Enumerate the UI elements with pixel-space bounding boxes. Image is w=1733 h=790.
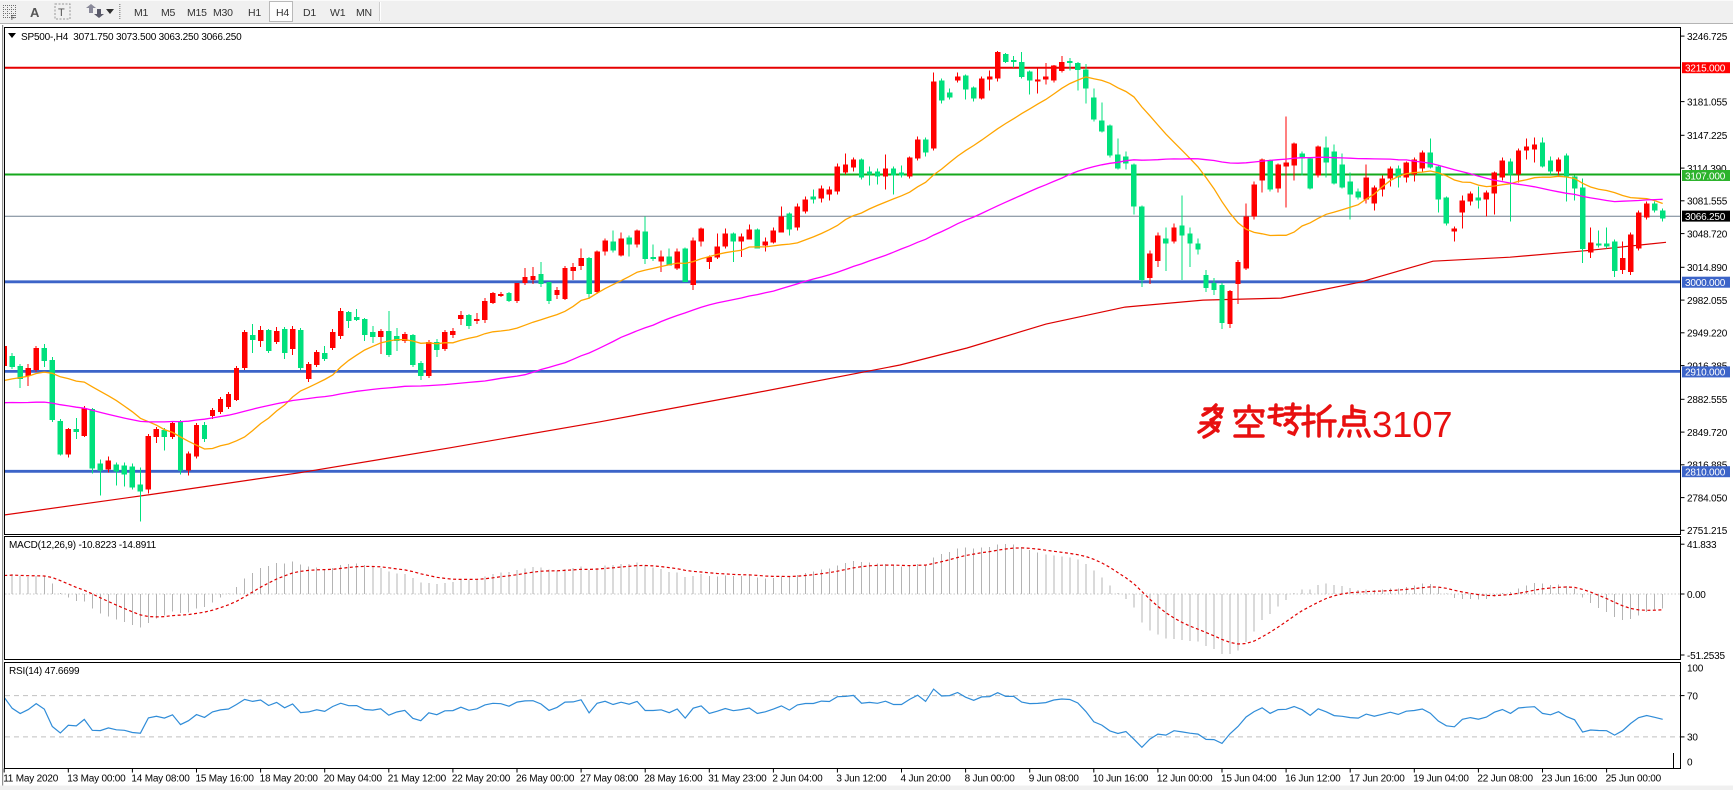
svg-text:4 Jun 20:00: 4 Jun 20:00 bbox=[901, 774, 952, 785]
svg-text:12 Jun 00:00: 12 Jun 00:00 bbox=[1157, 774, 1213, 785]
svg-text:2949.220: 2949.220 bbox=[1687, 329, 1728, 340]
svg-text:17 Jun 20:00: 17 Jun 20:00 bbox=[1349, 774, 1405, 785]
svg-text:26 May 00:00: 26 May 00:00 bbox=[516, 774, 575, 785]
svg-text:3181.055: 3181.055 bbox=[1687, 97, 1728, 108]
svg-text:16 Jun 12:00: 16 Jun 12:00 bbox=[1285, 774, 1341, 785]
svg-text:M15: M15 bbox=[187, 7, 207, 19]
svg-text:22 May 20:00: 22 May 20:00 bbox=[452, 774, 511, 785]
svg-text:H1: H1 bbox=[248, 7, 261, 19]
svg-text:W1: W1 bbox=[330, 7, 346, 19]
svg-text:2816.885: 2816.885 bbox=[1687, 461, 1728, 472]
svg-text:0.00: 0.00 bbox=[1687, 590, 1706, 601]
svg-text:-51.2535: -51.2535 bbox=[1687, 651, 1726, 662]
svg-text:2751.215: 2751.215 bbox=[1687, 526, 1728, 537]
svg-text:3215.000: 3215.000 bbox=[1685, 64, 1726, 75]
svg-text:31 May 23:00: 31 May 23:00 bbox=[708, 774, 767, 785]
svg-text:100: 100 bbox=[1687, 664, 1704, 675]
svg-text:3014.890: 3014.890 bbox=[1687, 263, 1728, 274]
svg-text:10 Jun 16:00: 10 Jun 16:00 bbox=[1093, 774, 1149, 785]
svg-text:A: A bbox=[30, 5, 40, 20]
svg-text:22 Jun 08:00: 22 Jun 08:00 bbox=[1477, 774, 1533, 785]
svg-text:F: F bbox=[11, 15, 15, 22]
svg-text:3 Jun 12:00: 3 Jun 12:00 bbox=[836, 774, 887, 785]
svg-text:3246.725: 3246.725 bbox=[1687, 32, 1728, 43]
svg-text:3147.225: 3147.225 bbox=[1687, 131, 1728, 142]
svg-text:3048.720: 3048.720 bbox=[1687, 229, 1728, 240]
svg-text:2810.000: 2810.000 bbox=[1685, 468, 1726, 479]
svg-text:D1: D1 bbox=[303, 7, 316, 19]
svg-text:3114.390: 3114.390 bbox=[1687, 164, 1727, 175]
svg-text:41.833: 41.833 bbox=[1687, 540, 1717, 551]
svg-text:18 May 20:00: 18 May 20:00 bbox=[260, 774, 319, 785]
svg-text:2910.000: 2910.000 bbox=[1685, 368, 1726, 379]
svg-text:0: 0 bbox=[1687, 758, 1693, 769]
svg-text:3107.000: 3107.000 bbox=[1685, 171, 1726, 182]
svg-text:3000.000: 3000.000 bbox=[1685, 278, 1726, 289]
svg-text:2882.555: 2882.555 bbox=[1687, 395, 1728, 406]
svg-text:28 May 16:00: 28 May 16:00 bbox=[644, 774, 703, 785]
svg-text:15 Jun 04:00: 15 Jun 04:00 bbox=[1221, 774, 1277, 785]
svg-text:13 May 00:00: 13 May 00:00 bbox=[67, 774, 126, 785]
svg-text:2982.055: 2982.055 bbox=[1687, 296, 1728, 307]
svg-text:MACD(12,26,9) -10.8223 -14.891: MACD(12,26,9) -10.8223 -14.8911 bbox=[9, 540, 157, 551]
svg-text:2849.720: 2849.720 bbox=[1687, 428, 1728, 439]
svg-text:30: 30 bbox=[1687, 733, 1698, 744]
svg-text:25 Jun 00:00: 25 Jun 00:00 bbox=[1606, 774, 1662, 785]
svg-text:3066.250: 3066.250 bbox=[1685, 212, 1726, 223]
svg-text:M5: M5 bbox=[161, 7, 176, 19]
svg-text:SP500-,H4 3071.750 3073.500 3: SP500-,H4 3071.750 3073.500 3063.250 306… bbox=[21, 32, 242, 43]
svg-text:15 May 16:00: 15 May 16:00 bbox=[196, 774, 255, 785]
svg-text:3107: 3107 bbox=[1372, 404, 1452, 445]
svg-text:3081.555: 3081.555 bbox=[1687, 197, 1728, 208]
svg-text:MN: MN bbox=[356, 7, 372, 19]
svg-text:2 Jun 04:00: 2 Jun 04:00 bbox=[772, 774, 823, 785]
svg-text:8 Jun 00:00: 8 Jun 00:00 bbox=[965, 774, 1016, 785]
svg-text:H4: H4 bbox=[276, 7, 289, 19]
svg-text:RSI(14) 47.6699: RSI(14) 47.6699 bbox=[9, 666, 80, 677]
svg-text:20 May 04:00: 20 May 04:00 bbox=[324, 774, 383, 785]
svg-text:M1: M1 bbox=[134, 7, 149, 19]
svg-text:27 May 08:00: 27 May 08:00 bbox=[580, 774, 639, 785]
svg-text:14 May 08:00: 14 May 08:00 bbox=[131, 774, 190, 785]
svg-text:M30: M30 bbox=[213, 7, 233, 19]
svg-text:9 Jun 08:00: 9 Jun 08:00 bbox=[1029, 774, 1080, 785]
svg-text:11 May 2020: 11 May 2020 bbox=[3, 774, 59, 785]
svg-text:19 Jun 04:00: 19 Jun 04:00 bbox=[1413, 774, 1469, 785]
svg-text:T: T bbox=[58, 7, 65, 19]
svg-text:21 May 12:00: 21 May 12:00 bbox=[388, 774, 447, 785]
svg-text:2784.050: 2784.050 bbox=[1687, 493, 1728, 504]
svg-text:23 Jun 16:00: 23 Jun 16:00 bbox=[1542, 774, 1598, 785]
svg-text:70: 70 bbox=[1687, 691, 1698, 702]
